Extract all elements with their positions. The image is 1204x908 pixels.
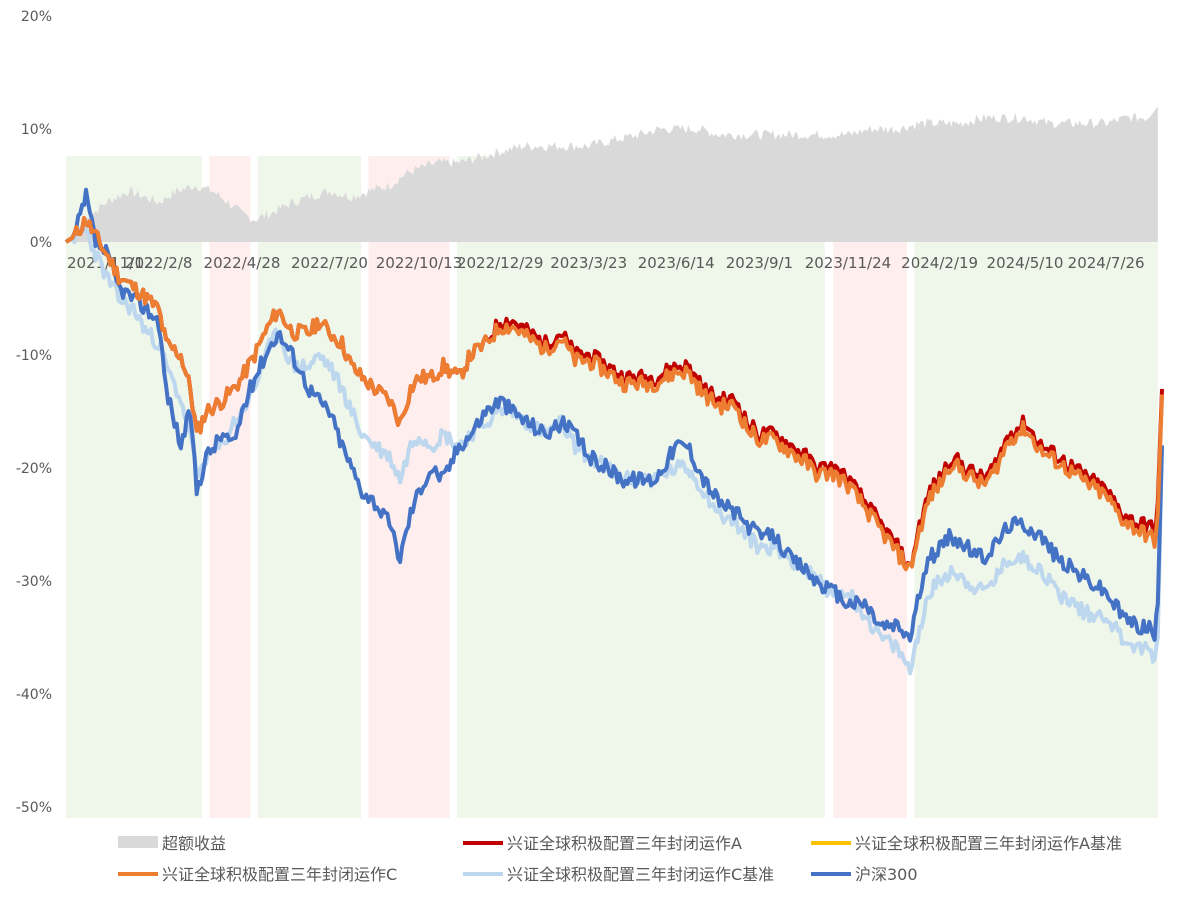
x-tick-label: 2023/11/24 [805, 254, 891, 272]
line-series [64, 187, 1164, 676]
y-tick-label: -20% [16, 461, 52, 477]
shaded-region-2 [209, 156, 251, 818]
x-tick-label: 2023/3/23 [550, 254, 627, 272]
legend-label: 兴证全球积极配置三年封闭运作A基准 [855, 834, 1122, 853]
y-tick-label: -10% [16, 348, 52, 364]
y-axis: 20% 10% 0% -10% -20% -30% -40% -50% [16, 9, 52, 816]
area-series [66, 106, 1158, 243]
y-tick-label: 20% [21, 9, 52, 25]
series-area-excess-return [66, 106, 1158, 243]
shaded-region-7 [914, 156, 1158, 818]
x-tick-label: 2022/2/8 [125, 254, 192, 272]
shaded-region-1 [66, 156, 202, 818]
shaded-region-3 [257, 156, 362, 818]
y-tick-label: 0% [30, 235, 52, 251]
legend: 超额收益 兴证全球积极配置三年封闭运作A 兴证全球积极配置三年封闭运作A基准兴证全球… [118, 834, 1122, 884]
x-tick-label: 2024/7/26 [1068, 254, 1145, 272]
y-tick-label: -40% [16, 687, 52, 703]
x-tick-label: 2023/6/14 [638, 254, 715, 272]
y-tick-label: 10% [21, 122, 52, 138]
legend-item-1: 超额收益 [118, 834, 226, 853]
series-line-5 [64, 187, 1164, 643]
legend-item-3: 兴证全球积极配置三年封闭运作A基准 [811, 834, 1122, 853]
y-tick-label: -30% [16, 574, 52, 590]
x-tick-label: 2022/10/13 [376, 254, 462, 272]
legend-item-4: 兴证全球积极配置三年封闭运作C [118, 865, 397, 884]
legend-item-2: 兴证全球积极配置三年封闭运作A [463, 834, 742, 853]
legend-item-5: 兴证全球积极配置三年封闭运作C基准 [463, 865, 774, 884]
shaded-region-4 [368, 156, 450, 818]
legend-swatch [118, 836, 158, 848]
shaded-regions [66, 156, 1158, 818]
shaded-region-5 [456, 156, 825, 818]
legend-label: 兴证全球积极配置三年封闭运作C [162, 865, 397, 884]
legend-label: 沪深300 [855, 865, 918, 884]
x-tick-label: 2024/5/10 [987, 254, 1064, 272]
legend-label: 兴证全球积极配置三年封闭运作A [507, 834, 742, 853]
legend-item-6: 沪深300 [811, 865, 918, 884]
x-tick-label: 2024/2/19 [901, 254, 978, 272]
series-line-3 [64, 216, 1164, 572]
x-tick-label: 2023/9/1 [726, 254, 793, 272]
x-tick-label: 2022/12/29 [457, 254, 543, 272]
x-tick-label: 2022/7/20 [291, 254, 368, 272]
legend-label: 超额收益 [162, 834, 226, 853]
x-tick-label: 2022/4/28 [204, 254, 281, 272]
legend-label: 兴证全球积极配置三年封闭运作C基准 [507, 865, 774, 884]
y-tick-label: -50% [16, 800, 52, 816]
